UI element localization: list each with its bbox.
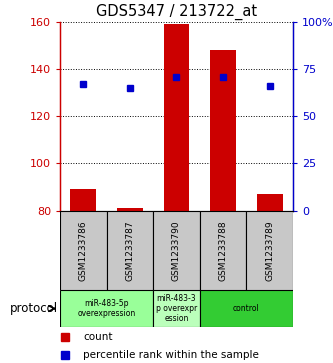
Bar xyxy=(257,194,282,211)
Text: GSM1233790: GSM1233790 xyxy=(172,220,181,281)
Text: count: count xyxy=(83,332,113,342)
Text: miR-483-5p
overexpression: miR-483-5p overexpression xyxy=(78,299,136,318)
Bar xyxy=(200,211,246,290)
Bar xyxy=(164,24,189,211)
Bar xyxy=(71,189,96,211)
Text: percentile rank within the sample: percentile rank within the sample xyxy=(83,350,259,360)
Bar xyxy=(210,50,236,211)
Text: GSM1233789: GSM1233789 xyxy=(265,220,274,281)
Text: protocol: protocol xyxy=(9,302,58,315)
Bar xyxy=(200,290,293,327)
Bar xyxy=(60,211,107,290)
Text: GSM1233786: GSM1233786 xyxy=(79,220,88,281)
Text: GSM1233787: GSM1233787 xyxy=(125,220,135,281)
Bar xyxy=(107,211,153,290)
Bar xyxy=(153,290,200,327)
Text: GSM1233788: GSM1233788 xyxy=(218,220,228,281)
Bar xyxy=(117,208,143,211)
Bar xyxy=(60,290,153,327)
Text: miR-483-3
p overexpr
ession: miR-483-3 p overexpr ession xyxy=(156,294,197,323)
Text: control: control xyxy=(233,304,260,313)
Bar xyxy=(246,211,293,290)
Bar xyxy=(153,211,200,290)
Title: GDS5347 / 213722_at: GDS5347 / 213722_at xyxy=(96,4,257,20)
